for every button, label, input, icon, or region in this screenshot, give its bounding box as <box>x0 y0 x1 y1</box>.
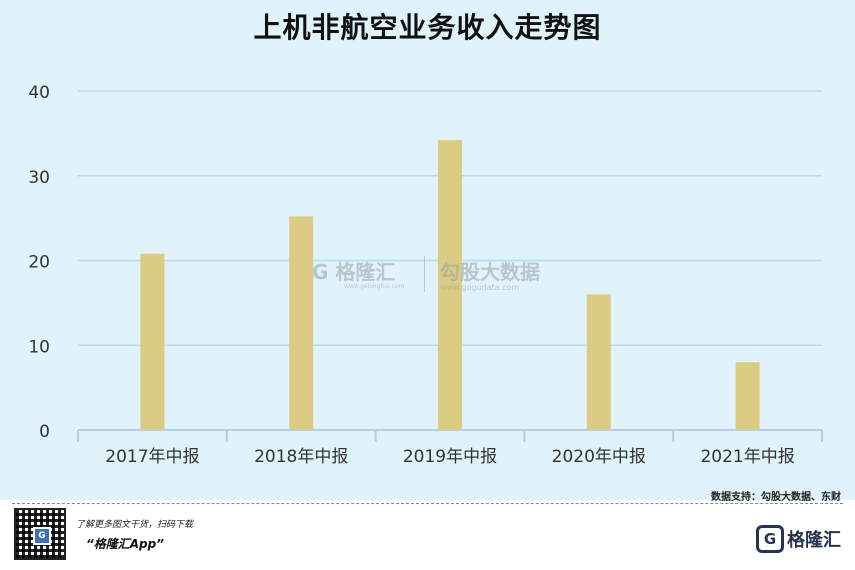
logo-g-icon: G <box>756 525 784 553</box>
x-tick-label: 2020年中报 <box>552 447 646 467</box>
x-tick-label: 2017年中报 <box>105 447 199 467</box>
chart-title: 上机非航空业务收入走势图 <box>253 11 602 44</box>
bar-chart: 0 10 20 30 40 2017年中报 2018年中报 2019年中报 2020年中报 202… <box>28 83 823 467</box>
chart-canvas: 上机非航空业务收入走势图 0 10 20 30 40 2017年中报 2018年中报 2019… <box>0 0 855 503</box>
qr-logo-icon: G <box>33 527 51 545</box>
y-tick-label: 10 <box>28 337 50 357</box>
watermark-divider <box>424 256 425 292</box>
brand-logo: G 格隆汇 <box>756 517 841 561</box>
y-tick-label: 0 <box>39 422 50 442</box>
watermark-brand2-url: www.gogudata.com <box>440 283 520 292</box>
watermark-brand1-url: www.gelonghui.com <box>344 283 405 290</box>
watermark-brand2: 勾股大数据 <box>440 260 540 284</box>
x-tick-label: 2021年中报 <box>700 447 794 467</box>
app-name: “格隆汇App” <box>86 537 164 551</box>
watermark-logo-icon: G <box>312 260 336 284</box>
y-tick-label: 30 <box>28 168 50 188</box>
y-tick-label: 20 <box>28 253 50 273</box>
logo-text: 格隆汇 <box>787 530 841 551</box>
data-source: 数据支持：勾股大数据、东财 <box>711 492 841 503</box>
qr-code[interactable] <box>14 508 66 560</box>
bar <box>586 294 611 430</box>
footer-divider <box>12 503 843 504</box>
bar <box>438 140 462 430</box>
footer: G 了解更多图文干货，扫码下载 “格隆汇App” G 格隆汇 <box>0 505 855 570</box>
promo-text: 了解更多图文干货，扫码下载 <box>76 520 194 530</box>
x-tick-label: 2019年中报 <box>403 447 497 467</box>
bar <box>735 362 760 430</box>
bar <box>289 216 314 430</box>
watermark-brand1: G 格隆汇 <box>312 260 396 284</box>
bar <box>140 253 165 430</box>
y-tick-label: 40 <box>28 83 50 103</box>
x-tick-label: 2018年中报 <box>254 447 348 467</box>
